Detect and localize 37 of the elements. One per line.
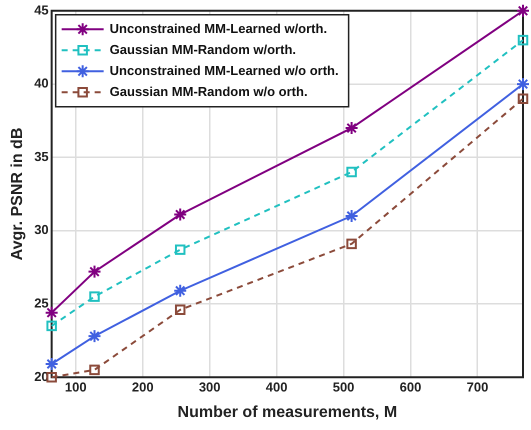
x-tick-label: 200 <box>132 380 154 395</box>
y-tick-label: 35 <box>34 148 49 164</box>
point <box>46 372 57 382</box>
x-tick-label: 100 <box>64 380 87 395</box>
point <box>89 291 100 302</box>
point <box>173 284 188 298</box>
point <box>173 208 188 222</box>
point <box>174 244 186 255</box>
point <box>346 166 357 178</box>
point <box>346 238 357 250</box>
point <box>44 357 59 372</box>
point <box>174 304 186 316</box>
point <box>88 329 102 344</box>
y-tick-label: 45 <box>34 2 49 18</box>
x-tick-label: 400 <box>266 380 288 395</box>
point <box>46 320 57 332</box>
point <box>518 93 528 104</box>
y-tick-label: 40 <box>34 76 49 91</box>
y-tick-label: 30 <box>34 222 49 238</box>
x-tick-label: 300 <box>198 380 221 395</box>
point <box>344 121 359 136</box>
legend-label: Unconstrained MM-Learned w/o orth. <box>110 62 339 78</box>
point <box>89 364 100 376</box>
x-tick-label: 500 <box>332 380 354 395</box>
x-tick-label: 700 <box>466 380 488 395</box>
point <box>516 4 530 18</box>
point <box>518 34 528 46</box>
point <box>516 77 530 92</box>
point <box>344 208 359 223</box>
legend-label: Gaussian MM-Random w/o orth. <box>110 84 308 99</box>
point <box>88 264 102 279</box>
x-axis-title: Number of measurements, M <box>178 404 398 421</box>
legend-label: Gaussian MM-Random w/orth. <box>110 42 296 57</box>
y-axis-title: Avgr. PSNR in dB <box>9 128 26 260</box>
x-tick-label: 600 <box>400 380 422 395</box>
legend-label: Unconstrained MM-Learned w/orth. <box>110 20 328 36</box>
y-tick-label: 25 <box>34 296 49 310</box>
